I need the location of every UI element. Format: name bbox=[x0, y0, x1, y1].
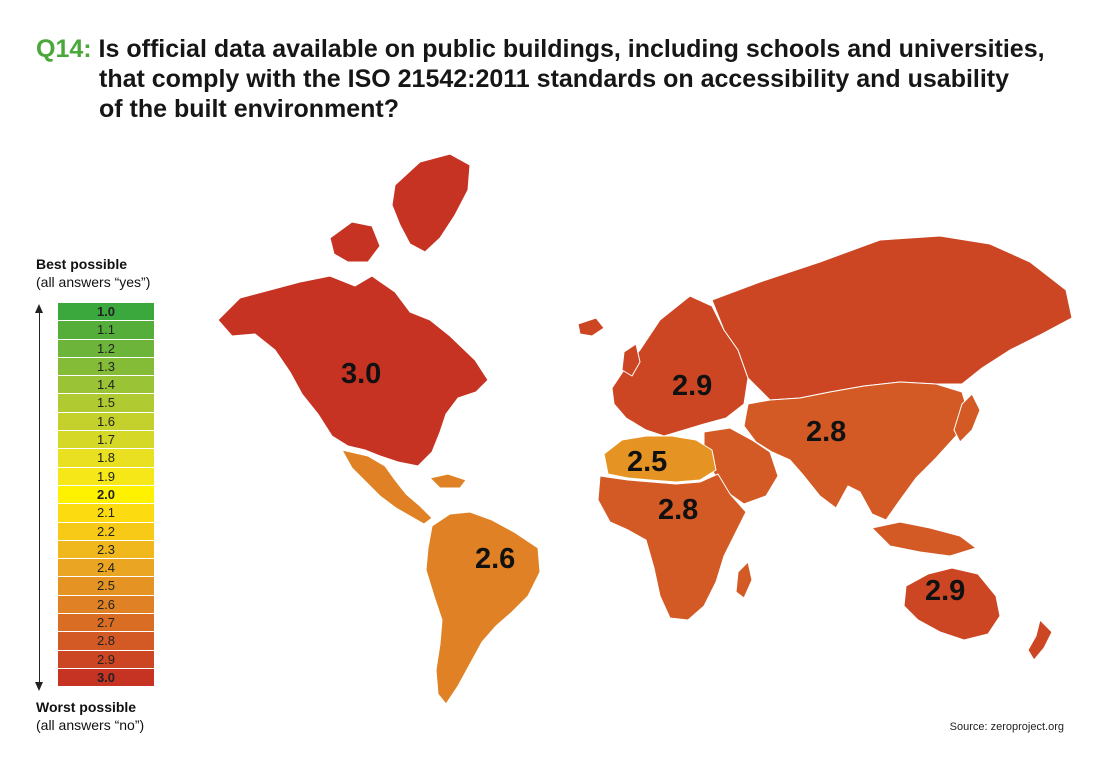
legend-swatch-2-1: 2.1 bbox=[58, 504, 154, 522]
legend-swatch-2-3: 2.3 bbox=[58, 540, 154, 559]
legend-swatch-3-0: 3.0 bbox=[58, 668, 154, 687]
region-asia bbox=[743, 381, 969, 521]
region-north-america bbox=[217, 275, 489, 467]
title-line-3: of the built environment? bbox=[99, 95, 399, 123]
region-north-africa bbox=[603, 435, 717, 483]
legend-swatch-1-9: 1.9 bbox=[58, 467, 154, 485]
region-caribbean bbox=[429, 473, 467, 489]
region-southeast-asia-islands bbox=[871, 521, 977, 557]
legend-swatch-1-1: 1.1 bbox=[58, 321, 154, 339]
legend-swatch-2-2: 2.2 bbox=[58, 522, 154, 540]
legend-swatch-1-2: 1.2 bbox=[58, 339, 154, 357]
legend-best: Best possible (all answers “yes”) bbox=[36, 255, 150, 291]
region-australia bbox=[903, 567, 1001, 641]
question-number: Q14: bbox=[36, 35, 92, 63]
label-europe: 2.9 bbox=[672, 370, 713, 402]
region-sub-saharan-africa bbox=[597, 473, 747, 621]
page-title: Q14: Is official data available on publi… bbox=[36, 34, 1076, 124]
label-sub-saharan-africa: 2.8 bbox=[658, 494, 699, 526]
region-new-zealand bbox=[1027, 619, 1053, 661]
region-madagascar bbox=[735, 561, 753, 599]
region-greenland bbox=[391, 153, 471, 253]
legend-swatch-2-0: 2.0 bbox=[58, 485, 154, 504]
region-europe bbox=[611, 295, 749, 437]
label-north-africa: 2.5 bbox=[627, 446, 668, 478]
legend-swatch-2-8: 2.8 bbox=[58, 632, 154, 650]
legend-swatch-2-4: 2.4 bbox=[58, 559, 154, 577]
legend-swatch-2-5: 2.5 bbox=[58, 577, 154, 595]
label-north-america: 3.0 bbox=[341, 358, 382, 390]
legend-swatch-1-5: 1.5 bbox=[58, 394, 154, 412]
region-arctic-islands bbox=[329, 221, 381, 263]
legend-color-scale: 1.0 1.1 1.2 1.3 1.4 1.5 1.6 1.7 1.8 1.9 2.0 2.1 2.2 2… bbox=[58, 303, 154, 687]
legend-best-label: Best possible bbox=[36, 256, 128, 272]
legend-worst-label: Worst possible bbox=[36, 699, 137, 715]
title-line-1: Is official data available on public bui… bbox=[98, 35, 1045, 63]
label-asia: 2.8 bbox=[806, 416, 847, 448]
legend-swatch-1-7: 1.7 bbox=[58, 431, 154, 449]
arrow-up-icon bbox=[35, 304, 43, 313]
label-latin-america: 2.6 bbox=[475, 543, 516, 575]
legend-axis-line bbox=[39, 312, 40, 684]
region-russia bbox=[711, 235, 1073, 401]
region-south-america bbox=[425, 511, 541, 705]
legend-swatch-1-4: 1.4 bbox=[58, 376, 154, 394]
region-japan bbox=[953, 393, 981, 443]
legend-swatch-2-6: 2.6 bbox=[58, 595, 154, 614]
legend-swatch-1-3: 1.3 bbox=[58, 357, 154, 376]
legend-worst: Worst possible (all answers “no”) bbox=[36, 698, 144, 734]
legend-swatch-2-7: 2.7 bbox=[58, 614, 154, 632]
legend-swatch-1-6: 1.6 bbox=[58, 412, 154, 431]
region-iceland bbox=[577, 317, 605, 337]
legend-swatch-1-0: 1.0 bbox=[58, 303, 154, 321]
label-oceania: 2.9 bbox=[925, 575, 966, 607]
legend-best-note: (all answers “yes”) bbox=[36, 274, 151, 290]
region-uk bbox=[621, 343, 641, 377]
source-note: Source: zeroproject.org bbox=[949, 721, 1064, 733]
title-line-2: that comply with the ISO 21542:2011 stan… bbox=[99, 65, 1010, 93]
arrow-down-icon bbox=[35, 682, 43, 691]
legend-swatch-2-9: 2.9 bbox=[58, 650, 154, 668]
legend-swatch-1-8: 1.8 bbox=[58, 449, 154, 467]
legend-worst-note: (all answers “no”) bbox=[36, 717, 145, 733]
region-central-america bbox=[341, 449, 433, 525]
